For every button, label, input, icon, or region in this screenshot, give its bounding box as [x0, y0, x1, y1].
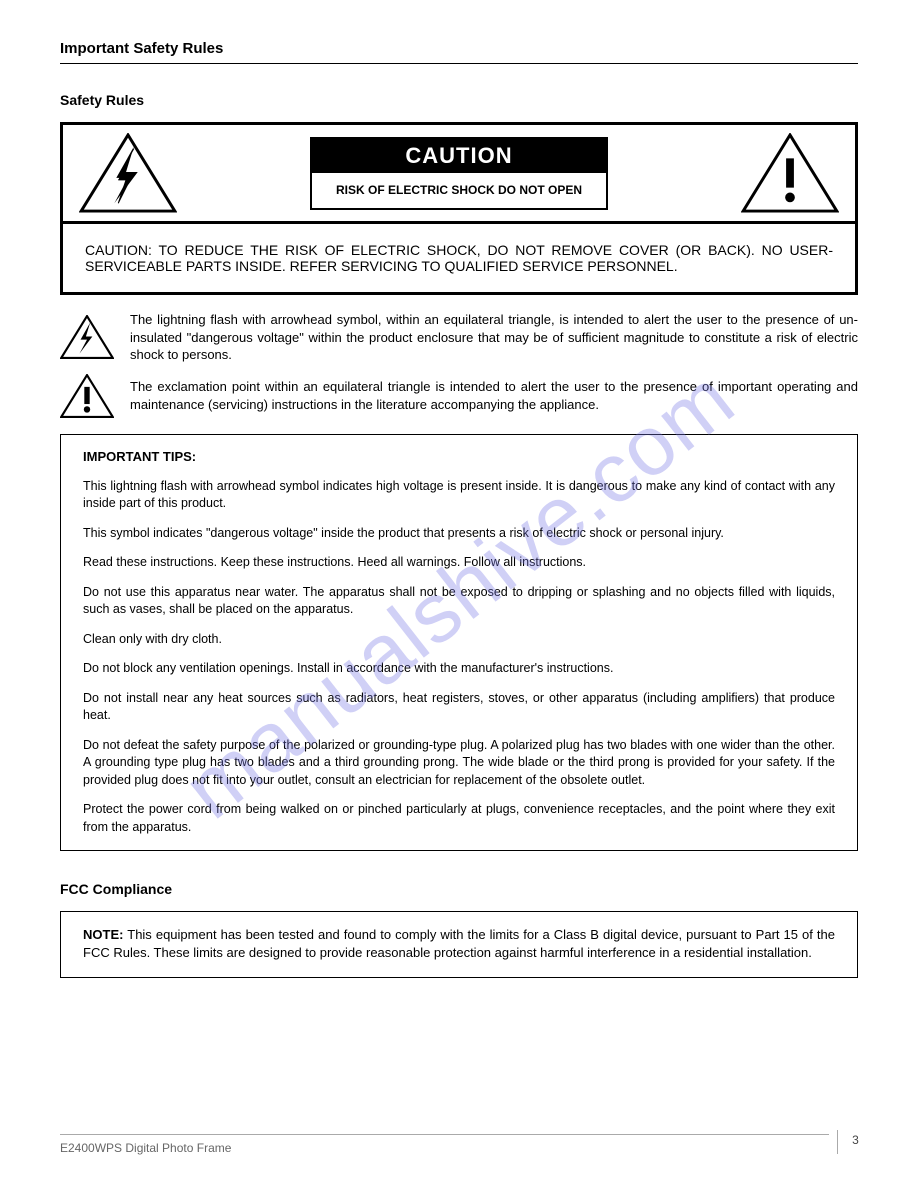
- tip-item: Read these instructions. Keep these inst…: [83, 554, 835, 572]
- tip-item: Do not install near any heat sources suc…: [83, 690, 835, 725]
- exclaim-icon: [60, 374, 114, 418]
- tip-item: Do not defeat the safety purpose of the …: [83, 737, 835, 790]
- fcc-box: NOTE: This equipment has been tested and…: [60, 911, 858, 977]
- caution-label-box: CAUTION RISK OF ELECTRIC SHOCK DO NOT OP…: [310, 137, 608, 210]
- tip-item: Protect the power cord from being walked…: [83, 801, 835, 836]
- tip-item: This lightning flash with arrowhead symb…: [83, 478, 835, 513]
- tips-box: IMPORTANT TIPS: This lightning flash wit…: [60, 434, 858, 852]
- caution-word: CAUTION: [312, 139, 606, 173]
- exclaim-triangle-icon: [741, 133, 839, 213]
- legend-row-exclaim: The exclamation point within an equilate…: [60, 374, 858, 418]
- caution-top-row: CAUTION RISK OF ELECTRIC SHOCK DO NOT OP…: [63, 125, 855, 221]
- tip-item: Do not use this apparatus near water. Th…: [83, 584, 835, 619]
- section-title-safety: Safety Rules: [60, 92, 858, 108]
- caution-box: CAUTION RISK OF ELECTRIC SHOCK DO NOT OP…: [60, 122, 858, 295]
- caution-subtitle: RISK OF ELECTRIC SHOCK DO NOT OPEN: [312, 173, 606, 208]
- fcc-body: This equipment has been tested and found…: [83, 927, 835, 960]
- footer: E2400WPS Digital Photo Frame 3: [60, 1134, 873, 1158]
- tip-item: Clean only with dry cloth.: [83, 631, 835, 649]
- legend-bolt-text: The lightning flash with arrowhead symbo…: [130, 311, 858, 364]
- caution-body-text: CAUTION: TO REDUCE THE RISK OF ELECTRIC …: [63, 221, 855, 292]
- bolt-triangle-icon: [79, 133, 177, 213]
- tip-item: This symbol indicates "dangerous voltage…: [83, 525, 835, 543]
- tips-title: IMPORTANT TIPS:: [83, 449, 835, 464]
- fcc-note-label: NOTE:: [83, 927, 123, 942]
- page-header: Important Safety Rules: [60, 40, 858, 64]
- page-number: 3: [837, 1130, 873, 1154]
- legend-exclaim-text: The exclamation point within an equilate…: [130, 378, 858, 413]
- legend-row-bolt: The lightning flash with arrowhead symbo…: [60, 311, 858, 364]
- footer-text: E2400WPS Digital Photo Frame: [60, 1134, 829, 1155]
- tip-item: Do not block any ventilation openings. I…: [83, 660, 835, 678]
- section-title-fcc: FCC Compliance: [60, 881, 858, 897]
- bolt-icon: [60, 315, 114, 359]
